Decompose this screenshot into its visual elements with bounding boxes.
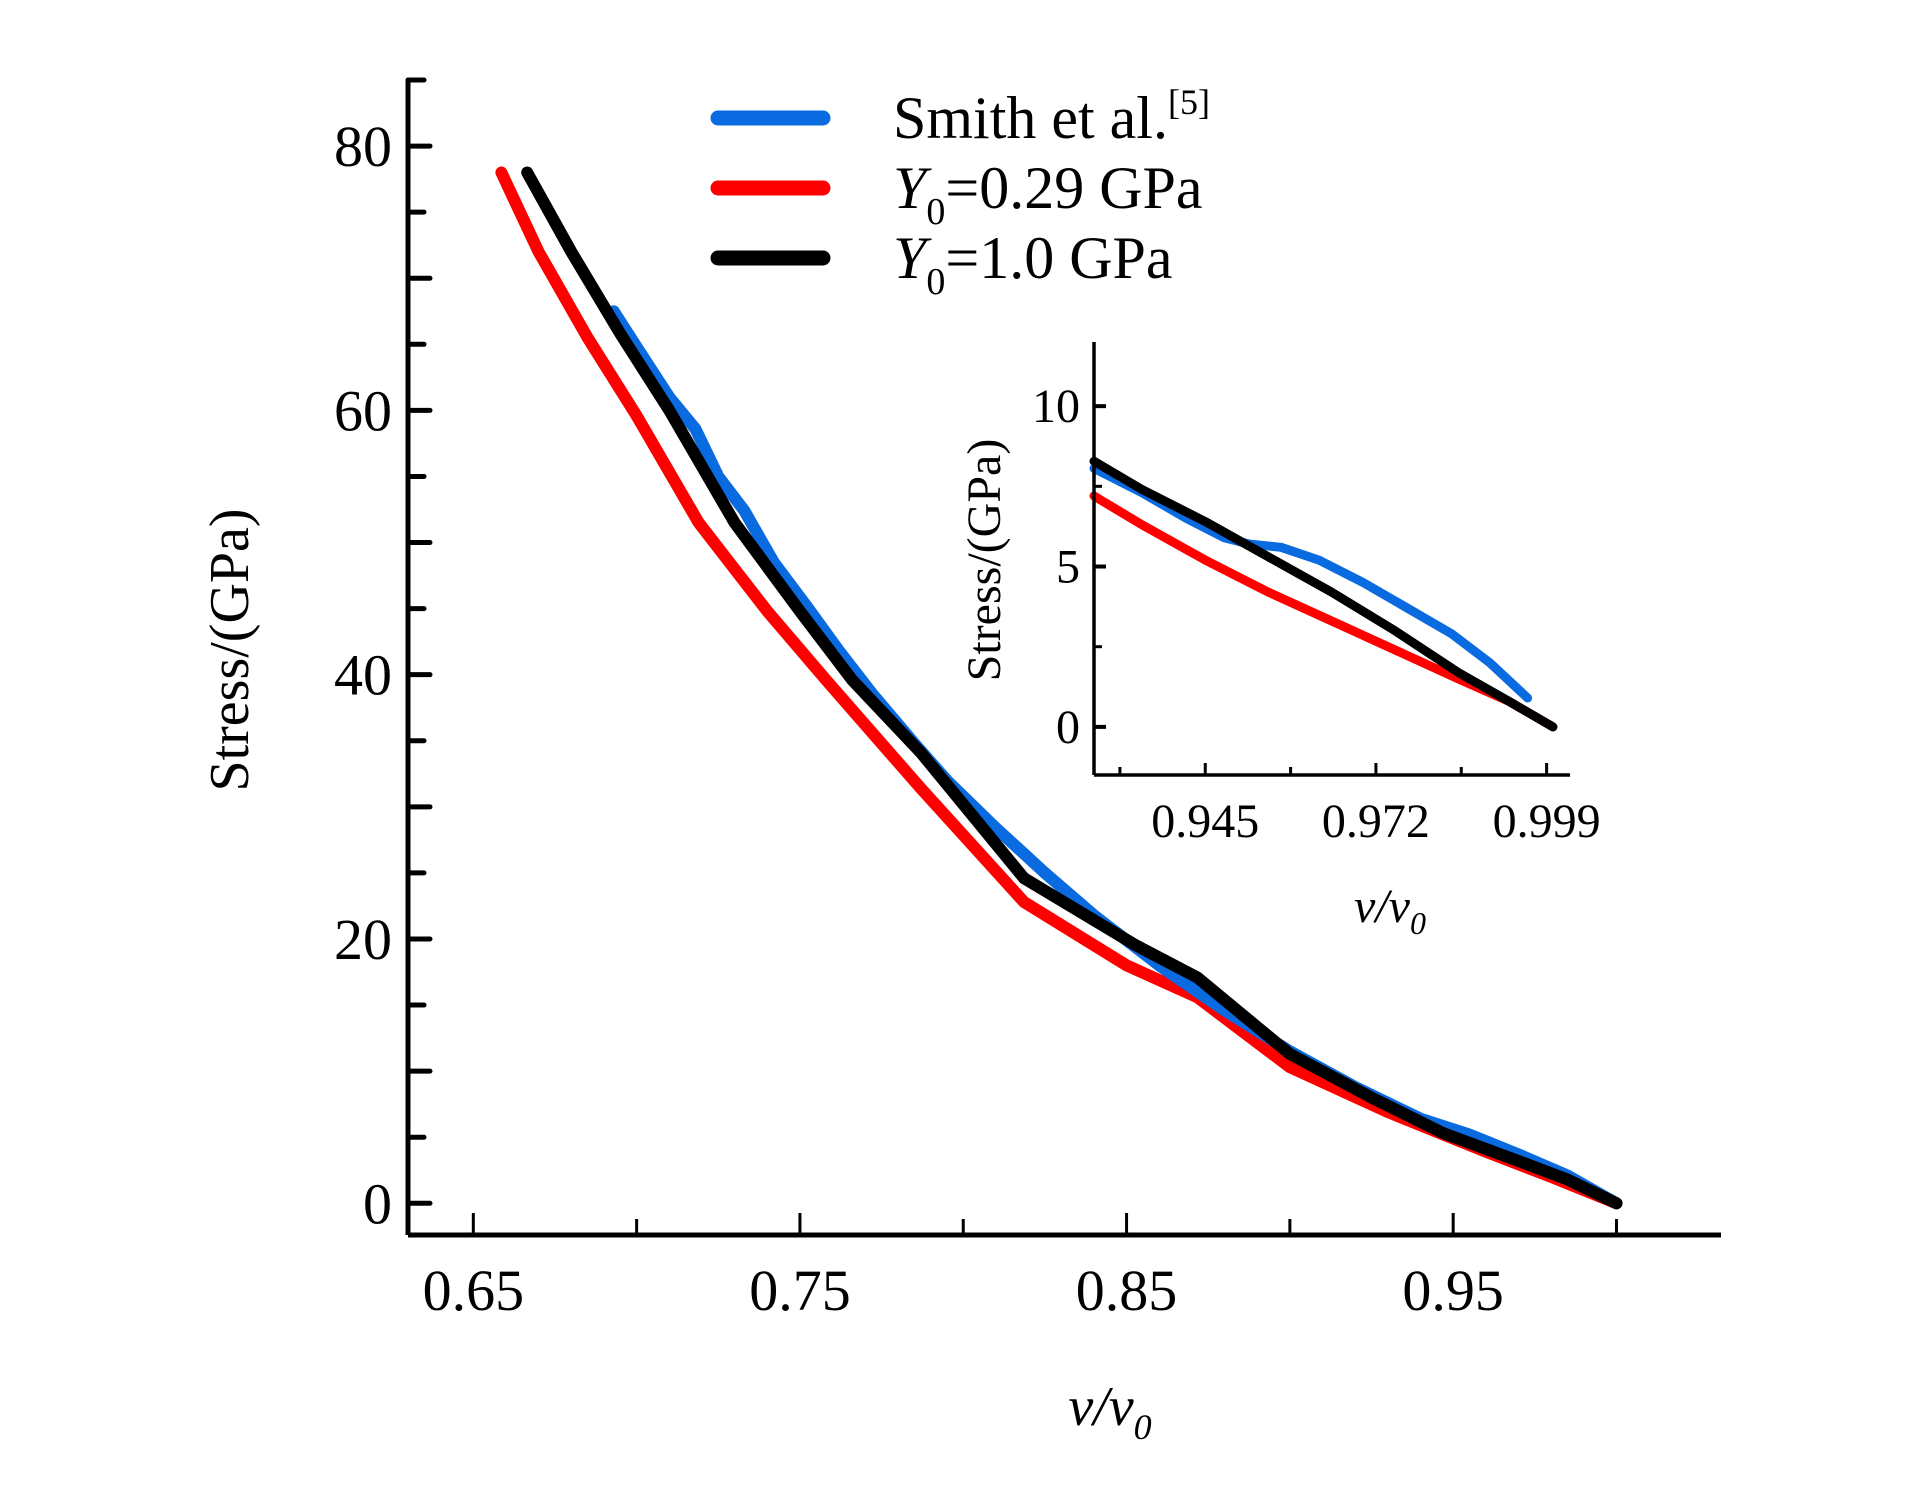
- main-y-tick-label: 80: [334, 114, 392, 179]
- main-x-tick-label: 0.95: [1402, 1258, 1504, 1323]
- main-series-smith: [607, 305, 1623, 1210]
- inset-x-axis-label: v/v0: [1354, 880, 1426, 941]
- inset-series-smith: [1089, 463, 1533, 703]
- main-series-group: [495, 166, 1623, 1210]
- legend-label: Y0=0.29 GPa: [893, 155, 1203, 233]
- inset-series-y0-10: [1089, 456, 1558, 732]
- inset-x-tick-label: 0.999: [1493, 795, 1601, 848]
- main-series-y0-10: [521, 166, 1623, 1210]
- main-x-axis-label-main: v/v: [1068, 1376, 1133, 1438]
- legend-label: Y0=1.0 GPa: [893, 225, 1173, 303]
- legend-label: Smith et al.[5]: [893, 82, 1210, 151]
- inset-x-tick-label: 0.945: [1151, 795, 1259, 848]
- inset-x-axis-label-main: v/v: [1354, 880, 1411, 933]
- legend-label-subscript: 0: [926, 261, 945, 303]
- legend-item: Y0=0.29 GPa: [710, 155, 1203, 233]
- legend-item: Smith et al.[5]: [710, 82, 1210, 151]
- legend-label-symbol: Y: [893, 155, 932, 221]
- legend-label-text: =0.29 GPa: [945, 155, 1202, 221]
- main-x-tick-label: 0.85: [1076, 1258, 1178, 1323]
- inset-ticks: [1094, 404, 1549, 775]
- main-y-axis-label: Stress/(GPa): [199, 508, 261, 791]
- main-x-tick-label: 0.65: [423, 1258, 525, 1323]
- inset-y-tick-label: 10: [1032, 380, 1080, 433]
- inset-y-tick-label: 0: [1056, 701, 1080, 754]
- main-plot: 0.65 0.75 0.85 0.95 0 20 40 60 80 Stress/(GPa) v…: [199, 77, 1721, 1447]
- main-series-y0-029: [495, 166, 1623, 1210]
- inset-tick-labels: 0.945 0.972 0.999 0 5 10: [1032, 380, 1601, 848]
- inset-y-axis-label: Stress/(GPa): [958, 439, 1011, 682]
- legend-label-subscript: 0: [926, 191, 945, 233]
- main-y-tick-label: 40: [334, 643, 392, 708]
- legend-label-text: =1.0 GPa: [945, 225, 1172, 291]
- main-y-tick-label: 0: [363, 1171, 392, 1236]
- main-ticks: [405, 77, 1618, 1235]
- inset-series-group: [1089, 456, 1558, 732]
- legend-item: Y0=1.0 GPa: [710, 225, 1173, 303]
- legend-label-symbol: Y: [893, 225, 932, 291]
- main-y-tick-label: 60: [334, 378, 392, 443]
- legend-label-text: Smith et al.: [893, 85, 1168, 151]
- main-x-axis-label-sub: 0: [1134, 1407, 1152, 1447]
- inset-x-axis-label-sub: 0: [1410, 905, 1426, 941]
- legend-label-superscript: [5]: [1168, 82, 1210, 122]
- inset-y-tick-label: 5: [1056, 541, 1080, 594]
- main-x-axis-label: v/v0: [1068, 1376, 1151, 1447]
- main-y-tick-label: 20: [334, 907, 392, 972]
- main-tick-labels: 0.65 0.75 0.85 0.95 0 20 40 60 80: [334, 114, 1504, 1323]
- inset-x-tick-label: 0.972: [1322, 795, 1430, 848]
- main-x-tick-label: 0.75: [749, 1258, 851, 1323]
